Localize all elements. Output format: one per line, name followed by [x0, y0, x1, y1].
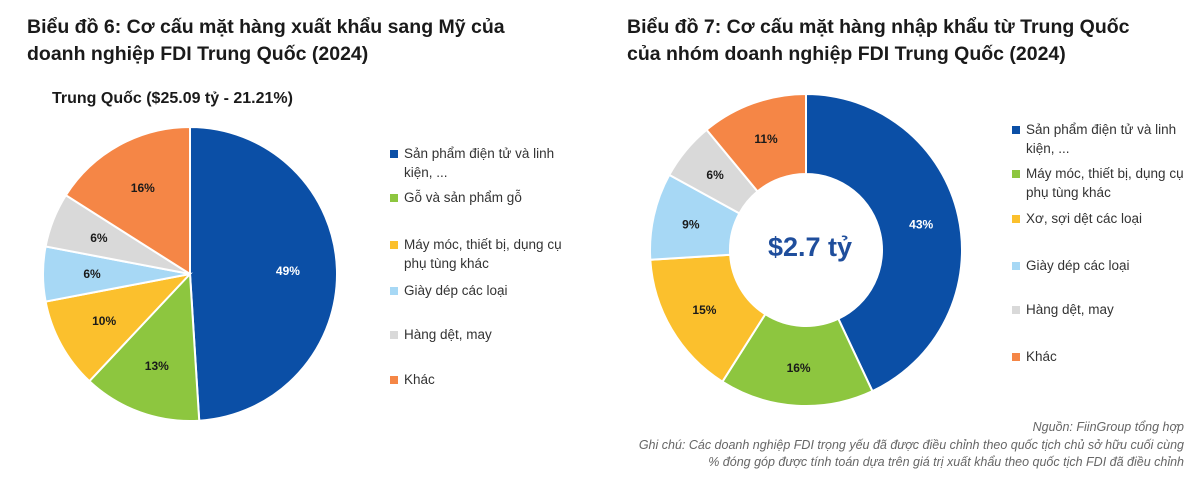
chart-7-slice-2 — [649, 253, 767, 384]
chart-6-title: Biểu đồ 6: Cơ cấu mặt hàng xuất khẩu san… — [27, 14, 587, 68]
chart-7-data-label-1: 16% — [787, 361, 811, 375]
chart-6-data-label-2: 10% — [92, 314, 116, 328]
chart-6-legend-item-5: Khác — [390, 370, 574, 389]
chart-7-center-label: $2.7 tỷ — [768, 232, 853, 262]
chart-7-legend-item-2: Xơ, sợi dệt các loại — [1012, 209, 1196, 228]
chart-7-legend-item-1: Máy móc, thiết bị, dụng cụ phụ tùng khác — [1012, 164, 1196, 202]
chart-7-legend-item-3: Giày dép các loại — [1012, 256, 1196, 275]
chart-7-slice-0 — [805, 92, 963, 393]
chart-6-legend-label-5: Khác — [404, 372, 435, 387]
chart-6-title-line1: Biểu đồ 6: Cơ cấu mặt hàng xuất khẩu san… — [27, 16, 505, 38]
chart-6-legend-item-1: Gỗ và sản phẩm gỗ — [390, 188, 574, 207]
chart-7-legend-label-2: Xơ, sợi dệt các loại — [1026, 211, 1143, 226]
chart-7-legend-label-5: Khác — [1026, 349, 1057, 364]
chart-6-title-line2: doanh nghiệp FDI Trung Quốc (2024) — [27, 43, 369, 65]
chart-7-slice-1 — [721, 312, 874, 407]
chart-6-legend-label-1: Gỗ và sản phẩm gỗ — [404, 190, 522, 205]
footnote-line-1: Ghi chú: Các doanh nghiệp FDI trọng yếu … — [638, 437, 1184, 452]
chart-6-data-label-3: 6% — [83, 267, 101, 281]
chart-6-subtitle: Trung Quốc ($25.09 tỷ - 21.21%) — [52, 90, 293, 107]
chart-7-data-label-4: 6% — [706, 168, 724, 182]
chart-6-slice-0 — [189, 125, 338, 422]
chart-6-legend-swatch-0 — [390, 150, 398, 158]
chart-7-legend-label-4: Hàng dệt, may — [1026, 302, 1114, 317]
chart-6-legend-swatch-4 — [390, 331, 398, 339]
chart-7-title: Biểu đồ 7: Cơ cấu mặt hàng nhập khẩu từ … — [627, 14, 1187, 68]
chart-7-legend-item-4: Hàng dệt, may — [1012, 300, 1196, 319]
chart-6-legend-swatch-1 — [390, 194, 398, 202]
chart-6-legend-label-3: Giày dép các loại — [404, 283, 508, 298]
chart-7-data-label-3: 9% — [682, 217, 700, 231]
chart-6-slice-2 — [44, 272, 193, 383]
chart-7-legend-item-0: Sản phẩm điện tử và linh kiện, ... — [1012, 120, 1196, 158]
chart-6-slice-5 — [64, 125, 191, 276]
chart-7-legend-label-0: Sản phẩm điện tử và linh kiện, ... — [1026, 122, 1177, 156]
source-note: Nguồn: FiinGroup tổng hợp — [1032, 420, 1184, 434]
chart-6-legend-item-3: Giày dép các loại — [390, 281, 574, 300]
chart-6-legend-item-0: Sản phẩm điện tử và linh kiện, ... — [390, 144, 574, 182]
chart-7-legend-swatch-5 — [1012, 353, 1020, 361]
chart-6-legend-item-4: Hàng dệt, may — [390, 325, 574, 344]
chart-6-legend-swatch-5 — [390, 376, 398, 384]
chart-6-data-label-0: 49% — [276, 264, 300, 278]
chart-7-legend-swatch-2 — [1012, 215, 1020, 223]
chart-7-slice-5 — [705, 92, 807, 193]
chart-7-title-line2: của nhóm doanh nghiệp FDI Trung Quốc (20… — [627, 43, 1066, 65]
chart-7-legend-swatch-1 — [1012, 170, 1020, 178]
chart-6-data-label-1: 13% — [145, 359, 169, 373]
chart-7-legend-label-1: Máy móc, thiết bị, dụng cụ phụ tùng khác — [1026, 166, 1184, 200]
chart-6-legend-label-2: Máy móc, thiết bị, dụng cụ phụ tùng khác — [404, 237, 562, 271]
chart-7-legend-item-5: Khác — [1012, 347, 1196, 366]
chart-7-legend-label-3: Giày dép các loại — [1026, 258, 1130, 273]
chart-6-legend-label-0: Sản phẩm điện tử và linh kiện, ... — [404, 146, 555, 180]
chart-7-legend-swatch-4 — [1012, 306, 1020, 314]
chart-7-legend-swatch-0 — [1012, 126, 1020, 134]
chart-6-slice-1 — [87, 271, 201, 422]
chart-6-data-label-5: 16% — [131, 181, 155, 195]
chart-7-title-line1: Biểu đồ 7: Cơ cấu mặt hàng nhập khẩu từ … — [627, 16, 1130, 38]
chart-7-legend-swatch-3 — [1012, 262, 1020, 270]
chart-7-data-label-0: 43% — [909, 217, 933, 231]
chart-6-legend-swatch-3 — [390, 287, 398, 295]
chart-7-data-label-2: 15% — [692, 303, 716, 317]
footer-notes: Nguồn: FiinGroup tổng hợp Ghi chú: Các d… — [639, 419, 1184, 472]
chart-6-legend-swatch-2 — [390, 241, 398, 249]
chart-7-data-label-5: 11% — [754, 132, 778, 146]
chart-6-data-label-4: 6% — [90, 231, 108, 245]
footnote-line-2: % đóng góp được tính toán dựa trên giá t… — [708, 455, 1184, 469]
chart-6-legend-label-4: Hàng dệt, may — [404, 327, 492, 342]
chart-6-legend-item-2: Máy móc, thiết bị, dụng cụ phụ tùng khác — [390, 235, 574, 273]
